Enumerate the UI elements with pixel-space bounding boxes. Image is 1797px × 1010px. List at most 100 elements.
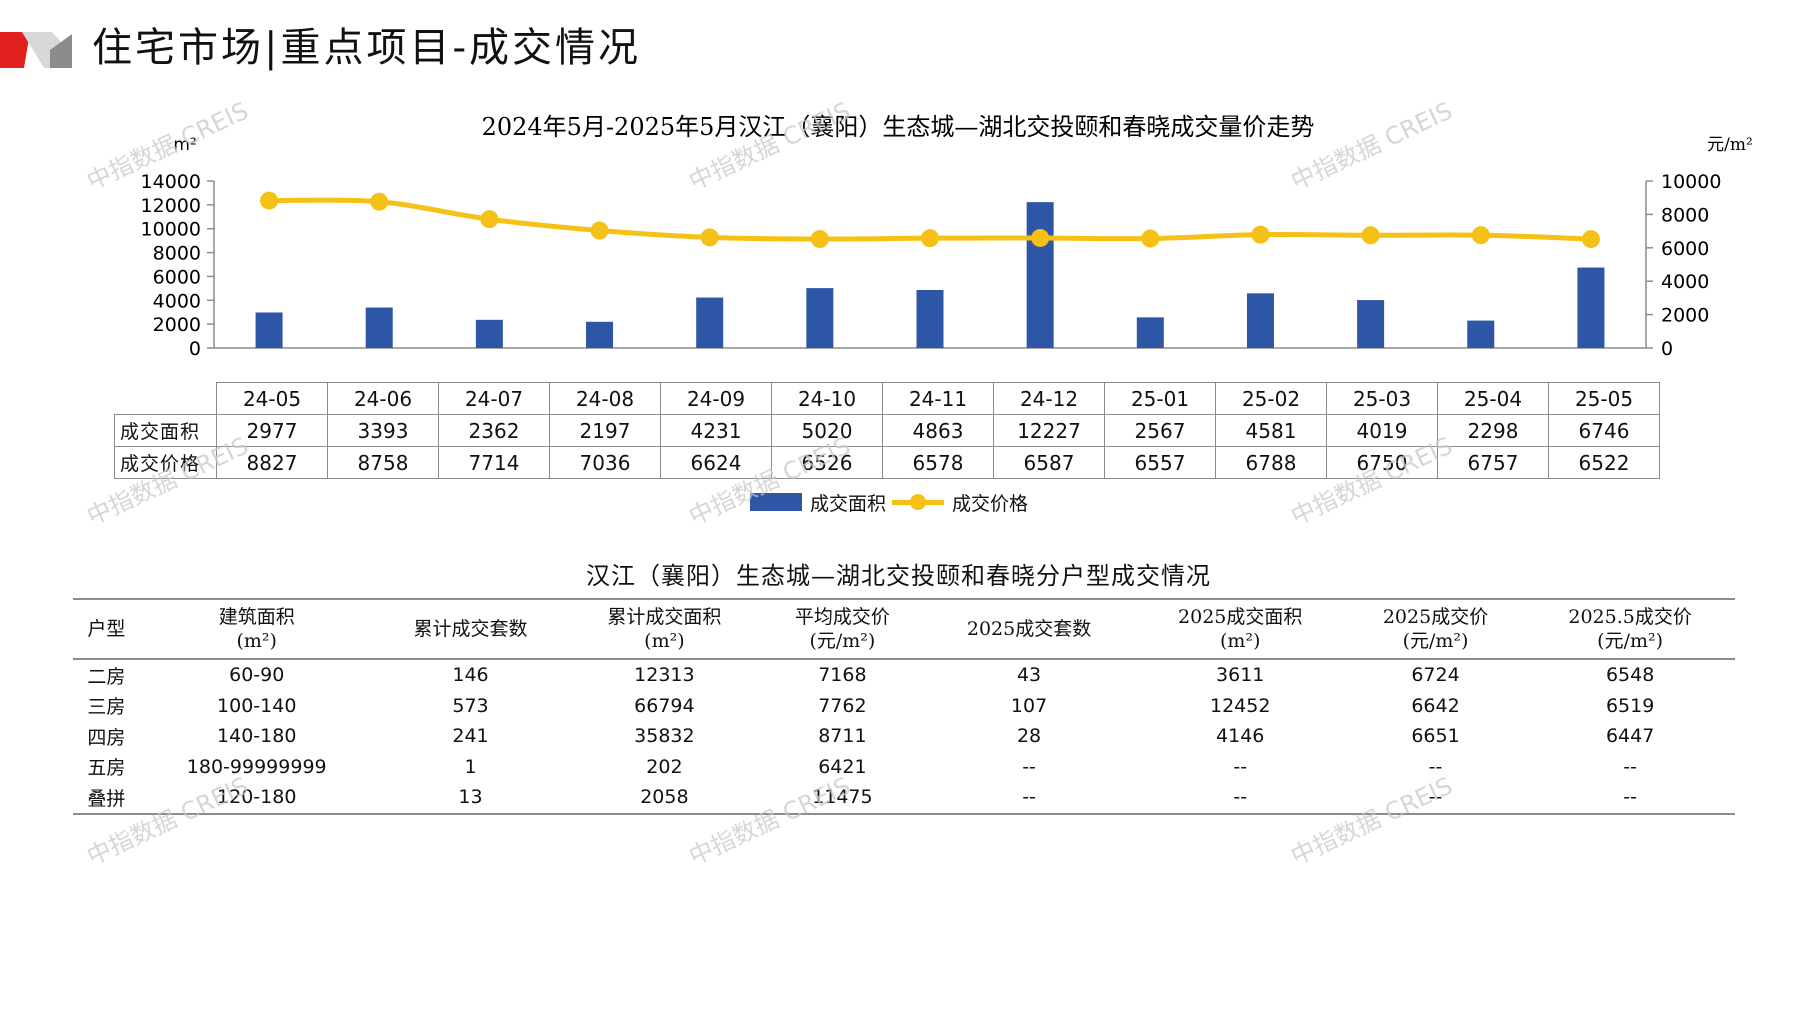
- unit-table-header: 2025成交套数: [923, 598, 1135, 660]
- bar-area-25-04: [1467, 320, 1495, 348]
- category-label: 24-11: [882, 382, 994, 415]
- table-cell: 6421: [818, 755, 867, 778]
- category-label: 25-02: [1215, 382, 1327, 415]
- table-cell: 2567: [1104, 414, 1216, 447]
- unit-table-header-text: 平均成交价: [794, 606, 890, 628]
- legend-item-price: 成交价格: [892, 489, 1028, 516]
- left-tick-label: 6000: [153, 266, 201, 288]
- table-cell: 6642: [1411, 694, 1460, 717]
- legend-line-swatch-icon: [892, 493, 945, 511]
- table-cell: 28: [1016, 725, 1042, 748]
- table-row: 叠拼 120-180 13 2058 11475 -- -- -- --: [73, 782, 1735, 815]
- unit-table-header: 累计成交套数: [373, 598, 568, 660]
- table-cell: 6724: [1411, 664, 1460, 687]
- table-cell: 二房: [87, 665, 126, 688]
- table-cell: 6526: [771, 446, 883, 479]
- table-cell: 12452: [1210, 694, 1271, 717]
- left-tick-label: 12000: [141, 195, 201, 217]
- table-cell: --: [1428, 755, 1443, 778]
- left-tick-label: 2000: [153, 314, 201, 336]
- table-cell: 60-90: [229, 664, 285, 687]
- legend-item-area: 成交面积: [750, 489, 886, 516]
- category-label: 24-06: [327, 382, 439, 415]
- unit-table-header-text: 累计成交套数: [413, 618, 528, 640]
- category-label: 24-12: [993, 382, 1105, 415]
- category-label: 25-03: [1326, 382, 1438, 415]
- data-table-row: 成交价格 8827 8758 7714 7036 6624 6526 6578 6587 6557…: [114, 446, 1660, 479]
- unit-table-header-text: (m²): [644, 630, 685, 652]
- unit-table-header-text: (m²): [236, 630, 277, 652]
- unit-type-table: 户型 建筑面积 (m²) 累计成交套数 累计成交面积 (m²) 平均成交价 (元/m²) 202…: [73, 598, 1735, 815]
- category-label: 24-08: [549, 382, 661, 415]
- table-cell: 140-180: [217, 725, 297, 748]
- unit-table-header-text: 2025成交面积: [1178, 606, 1303, 628]
- table-cell: 66794: [634, 694, 695, 717]
- unit-table-header: 2025.5成交价 (元/m²): [1525, 598, 1735, 660]
- unit-table-header-text: 2025成交套数: [966, 618, 1092, 640]
- unit-table-title: 汉江（襄阳）生态城—湖北交投颐和春晓分户型成交情况: [586, 562, 1211, 590]
- chart-title: 2024年5月-2025年5月汉江（襄阳）生态城—湖北交投颐和春晓成交量价走势: [482, 113, 1315, 141]
- table-cell: 2362: [438, 414, 550, 447]
- left-axis-unit: m²: [173, 135, 196, 155]
- table-cell: 6788: [1215, 446, 1327, 479]
- table-cell: 3393: [327, 414, 439, 447]
- price-point-25-05: [1581, 230, 1600, 249]
- right-tick-label: 4000: [1661, 271, 1709, 293]
- left-tick-label: 0: [189, 338, 201, 360]
- table-cell: --: [1022, 755, 1036, 778]
- left-tick-label: 4000: [153, 290, 201, 312]
- right-tick-label: 2000: [1661, 305, 1709, 327]
- data-table-row: 成交面积 2977 3393 2362 2197 4231 5020 4863 12227 256…: [114, 414, 1660, 447]
- right-tick-label: 6000: [1661, 238, 1709, 260]
- table-cell: 6578: [882, 446, 994, 479]
- table-cell: 2977: [216, 414, 328, 447]
- bar-area-25-03: [1357, 300, 1385, 348]
- price-point-25-02: [1251, 225, 1270, 244]
- table-cell: 12313: [634, 664, 695, 687]
- volume-price-chart: 2024年5月-2025年5月汉江（襄阳）生态城—湖北交投颐和春晓成交量价走势 …: [141, 113, 1753, 360]
- category-label: 25-04: [1437, 382, 1549, 415]
- price-point-24-07: [480, 210, 499, 229]
- table-row: 五房 180-99999999 1 202 6421 -- -- -- --: [73, 752, 1735, 783]
- table-cell: 5020: [771, 414, 883, 447]
- left-tick-label: 10000: [141, 219, 201, 241]
- table-cell: 五房: [87, 757, 126, 780]
- bar-area-24-07: [475, 319, 503, 348]
- unit-table-header-text: 2025成交价: [1382, 606, 1489, 628]
- table-cell: 13: [373, 782, 568, 815]
- table-cell: 202: [646, 755, 683, 778]
- legend-bar-swatch-icon: [750, 493, 802, 511]
- table-cell: 4863: [882, 414, 994, 447]
- unit-table-header-row: 户型 建筑面积 (m²) 累计成交套数 累计成交面积 (m²) 平均成交价 (元/m²) 202…: [73, 598, 1735, 660]
- bar-area-24-05: [255, 312, 283, 348]
- table-cell: 241: [452, 725, 489, 748]
- table-cell: 12227: [993, 414, 1105, 447]
- price-point-24-11: [921, 229, 939, 248]
- table-cell: 7168: [818, 664, 867, 687]
- bar-area-24-10: [806, 288, 834, 348]
- bar-area-24-08: [586, 321, 614, 348]
- table-cell: --: [923, 782, 1135, 815]
- table-cell: 6548: [1605, 664, 1655, 687]
- unit-table-header: 平均成交价 (元/m²): [761, 598, 924, 660]
- data-table-row: 24-05 24-06 24-07 24-08 24-09 24-10 24-11 24-12…: [114, 382, 1660, 415]
- table-cell: --: [1134, 782, 1346, 815]
- category-label: 25-01: [1104, 382, 1216, 415]
- table-cell: 2058: [567, 782, 762, 815]
- table-cell: 8827: [216, 446, 328, 479]
- table-cell: 7036: [549, 446, 661, 479]
- table-cell: 7762: [818, 694, 867, 717]
- category-label: 24-07: [438, 382, 550, 415]
- table-cell: 2197: [549, 414, 661, 447]
- table-cell: 6447: [1605, 725, 1655, 748]
- unit-table-header-text: (元/m²): [1597, 630, 1664, 652]
- chart-legend: 成交面积 成交价格: [750, 488, 1034, 516]
- unit-table-header: 累计成交面积 (m²): [567, 598, 762, 660]
- table-cell: 4231: [660, 414, 772, 447]
- category-label: 24-10: [771, 382, 883, 415]
- price-point-25-04: [1471, 226, 1490, 245]
- table-cell: 6750: [1326, 446, 1438, 479]
- bar-area-24-09: [696, 297, 724, 348]
- table-cell: 8711: [818, 725, 867, 748]
- right-tick-label: 10000: [1661, 171, 1721, 193]
